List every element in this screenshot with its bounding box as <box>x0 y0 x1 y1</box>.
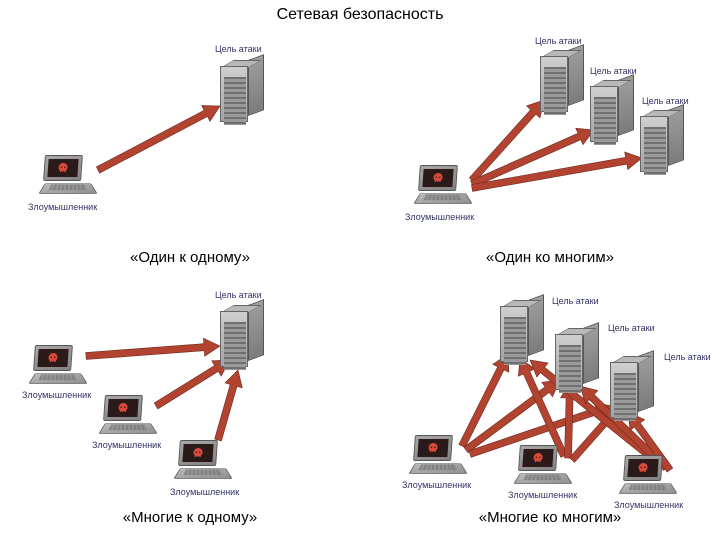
attacker-laptop <box>620 455 678 497</box>
target-label: Цель атаки <box>664 352 711 362</box>
attacker-laptop <box>515 445 573 487</box>
attack-arrow <box>215 370 243 441</box>
attacker-label: Злоумышленник <box>92 440 161 450</box>
attack-arrow <box>464 380 560 453</box>
attack-arrow <box>96 106 220 174</box>
attack-arrow <box>86 338 220 359</box>
attack-arrow <box>471 128 594 187</box>
panel-many-to-many: «Многие ко многим» Цель атаки Цель атаки Ц… <box>380 290 720 530</box>
target-label: Цель атаки <box>215 44 262 54</box>
attacker-laptop <box>175 440 233 482</box>
target-server <box>540 50 588 112</box>
page-title: Сетевая безопасность <box>277 6 444 24</box>
panel-one-to-many: «Один ко многим» Цель атаки Цель атаки Цел… <box>380 30 720 270</box>
attacker-label: Злоумышленник <box>170 487 239 497</box>
attack-arrow <box>471 152 642 192</box>
skull-icon <box>117 402 130 414</box>
skull-icon <box>432 172 445 184</box>
panel-many-to-one: «Многие к одному» Цель атаки Злоумышленни… <box>20 290 360 530</box>
target-server <box>610 356 658 418</box>
target-server <box>500 300 548 362</box>
target-server <box>590 80 638 142</box>
caption-one-to-one: «Один к одному» <box>130 249 250 266</box>
attacker-laptop <box>410 435 468 477</box>
attack-arrow <box>154 360 230 409</box>
target-server <box>220 60 268 122</box>
target-label: Цель атаки <box>535 36 582 46</box>
caption-many-to-many: «Многие ко многим» <box>479 509 622 526</box>
attacker-label: Злоумышленник <box>28 202 97 212</box>
attacker-laptop <box>30 345 88 387</box>
target-server <box>640 110 688 172</box>
skull-icon <box>192 447 205 459</box>
skull-icon <box>57 162 70 174</box>
target-label: Цель атаки <box>642 96 689 106</box>
attacker-label: Злоумышленник <box>405 212 474 222</box>
target-label: Цель атаки <box>215 290 262 300</box>
attack-arrow <box>469 100 544 182</box>
skull-icon <box>637 462 650 474</box>
skull-icon <box>532 452 545 464</box>
target-server <box>555 328 603 390</box>
attacker-label: Злоумышленник <box>614 500 683 510</box>
attacker-laptop <box>40 155 98 197</box>
skull-icon <box>427 442 440 454</box>
attacker-laptop <box>100 395 158 437</box>
target-label: Цель атаки <box>590 66 637 76</box>
attacker-label: Злоумышленник <box>22 390 91 400</box>
attacker-laptop <box>415 165 473 207</box>
caption-one-to-many: «Один ко многим» <box>486 249 614 266</box>
target-server <box>220 305 268 367</box>
target-label: Цель атаки <box>552 296 599 306</box>
attacker-label: Злоумышленник <box>402 480 471 490</box>
arrows-layer <box>20 30 360 270</box>
target-label: Цель атаки <box>608 323 655 333</box>
panel-one-to-one: «Один к одному» Цель атаки Злоумышленник <box>20 30 360 270</box>
attacker-label: Злоумышленник <box>508 490 577 500</box>
skull-icon <box>47 352 60 364</box>
caption-many-to-one: «Многие к одному» <box>123 509 257 526</box>
attack-arrow <box>459 354 509 448</box>
